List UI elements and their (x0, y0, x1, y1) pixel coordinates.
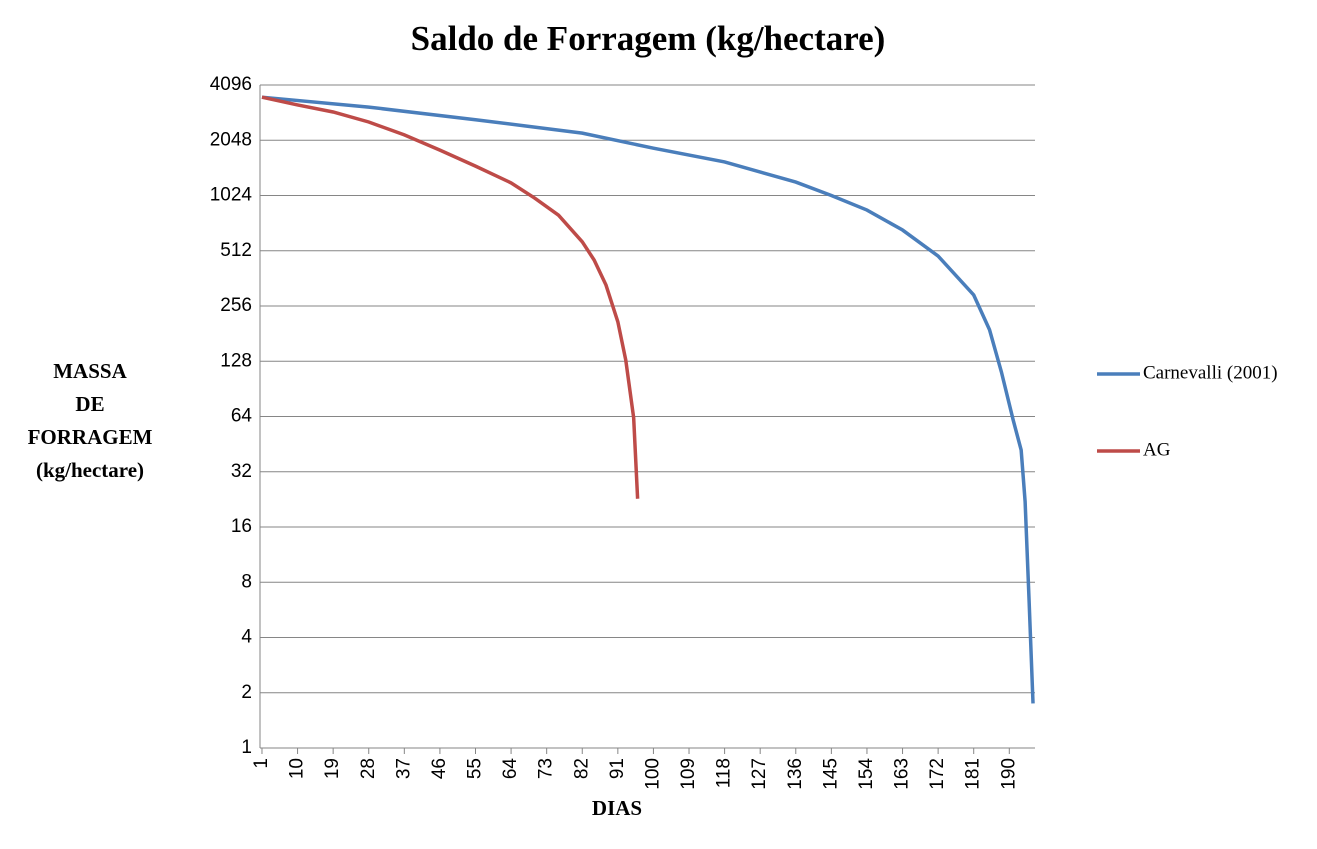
x-tick-label: 73 (536, 758, 557, 779)
y-axis-label: FORRAGEM (28, 425, 153, 449)
x-tick-label: 10 (287, 758, 308, 779)
x-tick-label: 127 (749, 758, 770, 790)
x-tick-label: 46 (429, 758, 450, 779)
y-tick-label: 4 (241, 627, 252, 648)
x-tick-label: 118 (714, 758, 735, 788)
y-tick-label: 1 (241, 737, 252, 758)
x-tick-label: 55 (465, 758, 486, 779)
x-tick-label: 154 (856, 758, 877, 790)
x-tick-label: 109 (678, 758, 699, 790)
x-tick-label: 64 (500, 758, 521, 780)
x-tick-label: 1 (251, 758, 272, 769)
chart-title: Saldo de Forragem (kg/hectare) (411, 19, 886, 58)
x-tick-label: 136 (785, 758, 806, 790)
x-tick-label: 100 (642, 758, 663, 790)
x-axis-label: DIAS (592, 796, 642, 820)
y-tick-label: 16 (231, 516, 252, 537)
x-tick-label: 190 (998, 758, 1019, 790)
y-tick-label: 64 (231, 406, 253, 427)
y-tick-label: 4096 (210, 74, 252, 95)
legend-label: AG (1143, 439, 1171, 460)
x-tick-label: 82 (571, 758, 592, 779)
y-axis-label: MASSA (53, 359, 127, 383)
y-tick-label: 2048 (210, 129, 252, 150)
y-tick-label: 8 (241, 571, 252, 592)
y-tick-label: 512 (220, 240, 252, 261)
x-tick-label: 163 (892, 758, 913, 790)
x-tick-label: 145 (820, 758, 841, 790)
legend-label: Carnevalli (2001) (1143, 362, 1278, 383)
data-line (261, 95, 640, 499)
x-tick-label: 19 (322, 758, 343, 779)
x-tick-label: 28 (358, 758, 379, 779)
y-tick-label: 2 (241, 682, 252, 703)
y-axis-label: (kg/hectare) (36, 458, 144, 482)
x-tick-label: 181 (963, 758, 984, 790)
y-tick-label: 32 (231, 461, 252, 482)
data-line (261, 95, 1035, 704)
y-tick-label: 128 (220, 350, 252, 371)
y-axis-label: DE (75, 392, 104, 416)
y-tick-label: 1024 (210, 185, 253, 206)
x-tick-label: 172 (927, 758, 948, 790)
y-tick-label: 256 (220, 295, 252, 316)
x-tick-label: 91 (607, 758, 628, 779)
x-tick-label: 37 (393, 758, 414, 779)
